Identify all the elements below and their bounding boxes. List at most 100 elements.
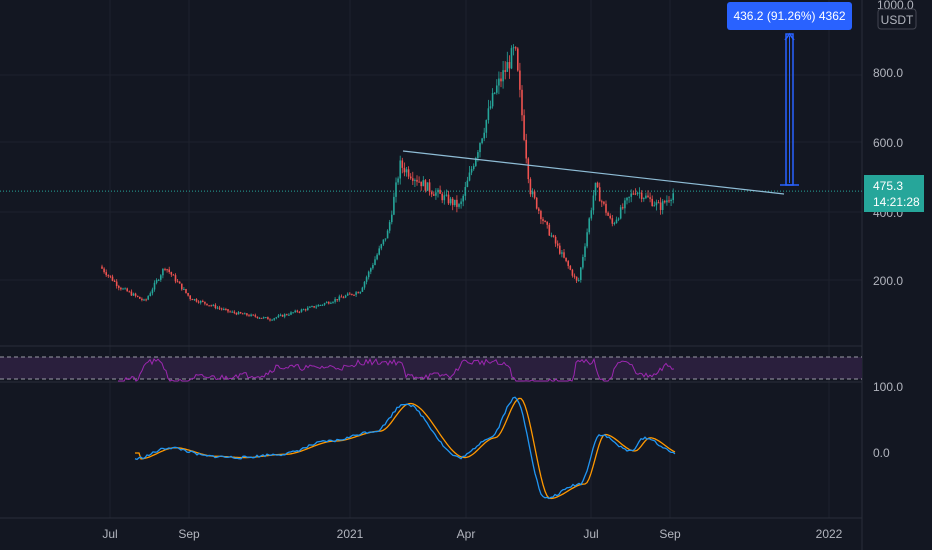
candle-body (489, 106, 492, 109)
candle-body (538, 208, 540, 211)
oscillator-tick: 0.0 (873, 446, 890, 460)
candle-body (269, 319, 271, 321)
candle-body (176, 281, 179, 283)
candle-body (283, 314, 286, 317)
candle-body (498, 78, 500, 86)
last-price-badge (864, 175, 924, 212)
candle-body (302, 309, 305, 311)
candle-body (262, 317, 265, 319)
candle-body (544, 221, 546, 223)
measure-badge-text: 436.2 (91.26%) 4362 (733, 9, 845, 23)
candle-body (304, 309, 307, 311)
candle-body (281, 314, 284, 317)
rsi-band (0, 357, 862, 379)
candle-body (592, 195, 595, 211)
candle-body (153, 282, 156, 290)
time-label: Apr (457, 527, 476, 541)
candle-body (178, 281, 181, 284)
candle-body (139, 296, 141, 299)
candle-body (577, 279, 580, 281)
candle-body (346, 293, 349, 296)
candle-body (575, 276, 578, 281)
candle-body (468, 172, 471, 181)
candle-body (197, 301, 200, 303)
measure-arrow-head-icon (784, 32, 795, 41)
candles (101, 44, 674, 322)
candle-body (147, 296, 149, 300)
price-range-measure[interactable]: 436.2 (91.26%) 4362 (727, 2, 852, 186)
candle-body (540, 210, 542, 220)
candle-body (512, 47, 515, 49)
candle-body (307, 307, 309, 311)
candle-body (624, 200, 626, 209)
candle-body (382, 239, 385, 245)
candle-body (361, 287, 364, 292)
candle-body (168, 269, 170, 273)
trendline[interactable] (402, 150, 785, 195)
candle-body (227, 309, 229, 312)
candle-body (317, 305, 320, 307)
candle-body (344, 295, 347, 298)
candle-body (229, 311, 231, 313)
candle-body (216, 307, 219, 309)
candle-body (645, 195, 647, 199)
candle-body (586, 232, 588, 247)
candle-body (388, 222, 391, 231)
grid (0, 0, 862, 518)
candle-body (546, 221, 548, 225)
candle-body (657, 202, 660, 204)
candle-body (397, 178, 399, 183)
candle-body (231, 311, 233, 313)
candle-body (204, 301, 206, 304)
candle-body (428, 182, 431, 192)
time-label: Sep (178, 527, 200, 541)
candle-body (193, 299, 196, 301)
candle-body (384, 238, 387, 240)
candle-body (565, 257, 567, 262)
candle-body (124, 288, 126, 290)
candle-body (573, 275, 576, 277)
candle-body (609, 215, 611, 219)
candle-body (598, 187, 601, 202)
candle-body (296, 310, 299, 312)
time-label: Jul (102, 527, 117, 541)
candle-body (258, 317, 261, 319)
candle-body (506, 62, 509, 72)
candle-body (311, 306, 313, 308)
candle-body (155, 280, 158, 283)
candle-body (567, 261, 569, 266)
candle-body (235, 312, 238, 315)
candle-body (521, 89, 523, 116)
candle-body (445, 194, 448, 196)
candle-body (409, 176, 412, 179)
candle-body (556, 243, 559, 246)
candle-body (632, 193, 635, 195)
candle-body (426, 182, 429, 191)
candle-body (162, 268, 164, 276)
candle-body (265, 317, 267, 319)
candle-body (157, 279, 160, 281)
candle-body (166, 269, 168, 271)
candle-body (300, 309, 303, 312)
candle-body (189, 295, 191, 300)
candle-body (580, 267, 582, 280)
candle-body (367, 271, 370, 278)
candle-body (399, 160, 401, 179)
candle-body (653, 205, 656, 207)
candle-body (617, 218, 620, 220)
candle-body (288, 314, 290, 316)
candle-body (101, 266, 103, 269)
candle-body (380, 244, 383, 249)
candle-body (107, 275, 110, 277)
candle-body (435, 192, 437, 196)
candle-body (643, 198, 645, 200)
currency-badge[interactable] (877, 8, 917, 30)
candle-body (460, 201, 462, 205)
candle-body (298, 311, 301, 313)
candle-body (601, 201, 603, 203)
candle-body (533, 191, 536, 198)
candle-body (323, 303, 326, 305)
candle-body (414, 179, 416, 181)
candle-body (613, 223, 616, 225)
